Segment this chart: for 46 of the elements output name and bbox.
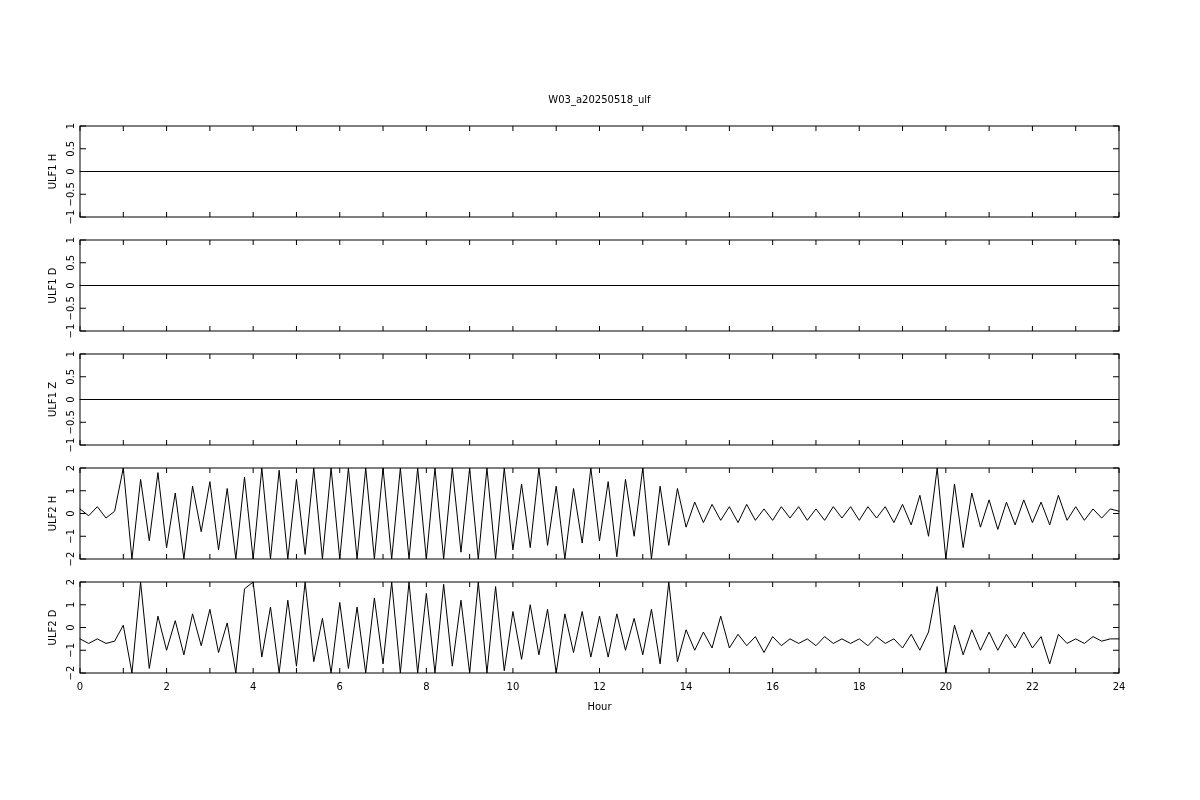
y-tick-label: −1 [65,437,76,453]
x-tick-label: 4 [249,681,257,692]
y-tick-label: −1 [65,642,76,658]
y-tick-label: 1 [65,122,76,130]
y-tick-label: 0 [65,624,76,631]
x-axis-title: Hour [587,701,613,712]
x-tick-label: 6 [336,681,343,692]
y-tick-label: 0.5 [65,254,76,271]
y-axis-title: ULF2 H [47,495,58,532]
x-tick-label: 8 [423,681,430,692]
x-tick-label: 12 [593,681,606,692]
chart-title: W03_a20250518_ulf [548,94,652,106]
y-tick-label: 0.5 [65,368,76,385]
line-series [79,581,1120,674]
y-tick-label: 0.5 [65,140,76,157]
x-tick-label: 20 [939,681,953,692]
y-tick-label: 1 [65,350,76,358]
y-tick-label: 0 [65,396,76,403]
y-tick-label: 0 [65,510,76,517]
y-tick-label: 2 [65,464,76,472]
y-tick-label: 1 [65,601,76,608]
y-tick-label: 0 [65,282,76,289]
y-tick-label: 0 [65,168,76,175]
y-axis-title: ULF1 H [47,153,58,190]
x-tick-label: 2 [163,681,170,692]
y-axis-title: ULF1 D [47,267,58,304]
y-tick-label: 2 [65,578,76,586]
y-tick-label: −1 [65,528,76,544]
x-tick-label: 14 [679,681,693,692]
x-tick-label: 16 [766,681,780,692]
y-tick-label: −1 [65,323,76,339]
y-tick-label: −1 [65,209,76,225]
y-axis-title: ULF2 D [47,609,58,646]
y-tick-label: −2 [65,551,76,567]
x-tick-label: 24 [1112,681,1126,692]
y-tick-label: −0.5 [65,410,76,435]
y-tick-label: 1 [65,236,76,244]
y-tick-label: −2 [65,665,76,681]
y-tick-label: −0.5 [65,296,76,321]
y-tick-label: −0.5 [65,182,76,207]
x-tick-label: 10 [506,681,520,692]
x-tick-label: 0 [76,681,84,692]
y-axis-title: ULF1 Z [47,381,58,418]
y-tick-label: 1 [65,487,76,494]
x-tick-label: 22 [1026,681,1039,692]
x-tick-label: 18 [852,681,866,692]
